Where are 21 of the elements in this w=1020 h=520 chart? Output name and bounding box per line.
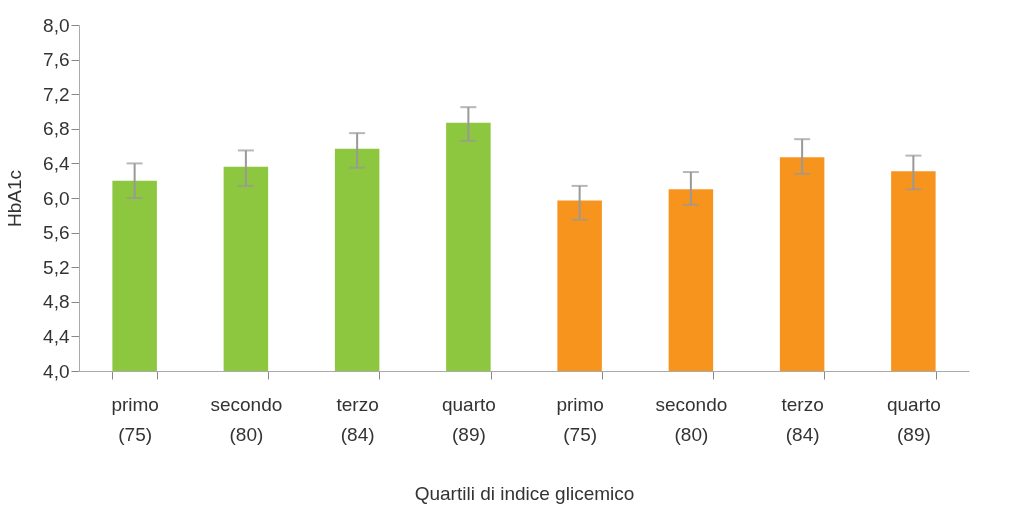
- y-tick-label: 4,8: [43, 291, 70, 313]
- x-tick-label: quarto (89): [886, 393, 941, 445]
- y-tick-label: 4,4: [43, 325, 70, 347]
- x-tick-label: quarto (89): [441, 393, 496, 445]
- y-tick-label: 6,0: [43, 187, 70, 209]
- y-tick-label: 6,4: [43, 152, 70, 174]
- y-tick-label: 5,2: [43, 256, 70, 278]
- x-tick-label: terzo (84): [781, 393, 824, 445]
- y-tick-label: 4,0: [43, 360, 70, 382]
- y-tick-label: 7,6: [43, 49, 70, 71]
- y-axis-title: HbA1c: [4, 169, 26, 228]
- x-axis-title: Quartili di indice glicemico: [414, 482, 635, 504]
- x-tick-label: primo (75): [556, 393, 604, 445]
- x-tick-label: secondo (80): [210, 393, 283, 445]
- x-tick-label: primo (75): [111, 393, 159, 445]
- y-tick-label: 8,0: [43, 14, 70, 36]
- y-tick-label: 5,6: [43, 222, 70, 244]
- x-tick-label: secondo (80): [655, 393, 728, 445]
- y-tick-label: 7,2: [43, 83, 70, 105]
- x-tick-label: terzo (84): [336, 393, 379, 445]
- y-tick-label: 6,8: [43, 118, 70, 140]
